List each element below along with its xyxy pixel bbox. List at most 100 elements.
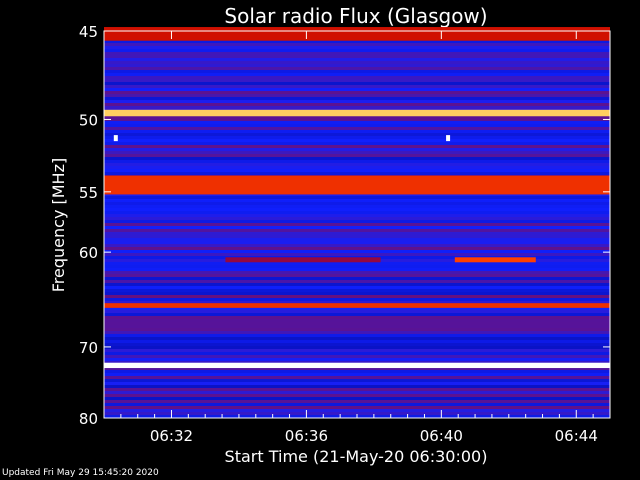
noise-row bbox=[104, 292, 610, 295]
noise-row bbox=[104, 382, 610, 385]
noise-row bbox=[104, 238, 610, 241]
y-tick-label: 80 bbox=[79, 410, 98, 428]
y-axis-label: Frequency [MHz] bbox=[49, 158, 68, 292]
noise-row bbox=[104, 145, 610, 148]
noise-row bbox=[104, 376, 610, 379]
spectral-bands bbox=[104, 27, 610, 418]
noise-row bbox=[104, 214, 610, 217]
noise-row bbox=[104, 97, 610, 100]
noise-row bbox=[104, 361, 610, 364]
noise-row bbox=[104, 94, 610, 97]
noise-row bbox=[104, 157, 610, 160]
noise-row bbox=[104, 49, 610, 52]
y-axis-ticks: 45 50 55 60 70 80 bbox=[79, 23, 610, 428]
noise-row bbox=[104, 88, 610, 91]
chart-title: Solar radio Flux (Glasgow) bbox=[224, 4, 487, 28]
noise-row bbox=[104, 385, 610, 388]
noise-row bbox=[104, 139, 610, 142]
updated-timestamp: Updated Fri May 29 15:45:20 2020 bbox=[2, 468, 159, 478]
noise-row bbox=[104, 202, 610, 205]
plot-area bbox=[103, 27, 611, 419]
noise-row bbox=[104, 409, 610, 412]
noise-row bbox=[104, 271, 610, 274]
x-tick-label: 06:32 bbox=[150, 427, 193, 445]
noise-row bbox=[104, 205, 610, 208]
radio-bursts bbox=[225, 257, 536, 263]
noise-row bbox=[104, 379, 610, 382]
spectral-band bbox=[104, 362, 610, 369]
noise-row bbox=[104, 298, 610, 301]
noise-row bbox=[104, 166, 610, 169]
noise-row bbox=[104, 64, 610, 67]
x-axis-ticks: 06:32 06:36 06:40 06:44 bbox=[103, 31, 611, 445]
noise-row bbox=[104, 313, 610, 316]
noise-row bbox=[104, 103, 610, 106]
noise-row bbox=[104, 91, 610, 94]
noise-row bbox=[104, 388, 610, 391]
noise-row bbox=[104, 250, 610, 253]
noise-row bbox=[104, 154, 610, 157]
noise-row bbox=[104, 55, 610, 58]
radio-spike bbox=[113, 135, 118, 142]
noise-row bbox=[104, 346, 610, 349]
spectral-band bbox=[104, 109, 610, 117]
radio-spike bbox=[446, 135, 451, 142]
y-tick-label: 55 bbox=[79, 184, 98, 202]
noise-row bbox=[104, 337, 610, 340]
noise-row bbox=[104, 325, 610, 328]
noise-row bbox=[104, 151, 610, 154]
noise-row bbox=[104, 76, 610, 79]
noise-row bbox=[104, 220, 610, 223]
noise-row bbox=[104, 67, 610, 70]
noise-row bbox=[104, 70, 610, 73]
noise-row bbox=[104, 115, 610, 118]
noise-row bbox=[104, 232, 610, 235]
noise-row bbox=[104, 316, 610, 319]
noise-row bbox=[104, 394, 610, 397]
noise-row bbox=[104, 79, 610, 82]
noise-row bbox=[104, 286, 610, 289]
noise-row bbox=[104, 274, 610, 277]
noise-row bbox=[104, 349, 610, 352]
noise-row bbox=[104, 355, 610, 358]
noise-row bbox=[104, 403, 610, 406]
noise-row bbox=[104, 196, 610, 199]
radio-burst bbox=[225, 257, 381, 263]
noise-row bbox=[104, 340, 610, 343]
noise-row bbox=[104, 319, 610, 322]
noise-row bbox=[104, 85, 610, 88]
noise-row bbox=[104, 208, 610, 211]
noise-row bbox=[104, 244, 610, 247]
noise-row bbox=[104, 121, 610, 124]
noise-row bbox=[104, 118, 610, 121]
y-tick-label: 50 bbox=[79, 111, 98, 129]
noise-row bbox=[104, 106, 610, 109]
noise-row bbox=[104, 148, 610, 151]
noise-row bbox=[104, 82, 610, 85]
noise-row bbox=[104, 142, 610, 145]
noise-row bbox=[104, 223, 610, 226]
noise-row bbox=[104, 307, 610, 310]
x-tick-label: 06:40 bbox=[420, 427, 463, 445]
noise-row bbox=[104, 358, 610, 361]
noise-row bbox=[104, 331, 610, 334]
y-tick-label: 45 bbox=[79, 23, 98, 41]
x-tick-label: 06:44 bbox=[555, 427, 598, 445]
noise-row bbox=[104, 343, 610, 346]
noise-row bbox=[104, 322, 610, 325]
noise-row bbox=[104, 73, 610, 76]
noise-row bbox=[104, 241, 610, 244]
radio-burst bbox=[454, 257, 536, 263]
noise-row bbox=[104, 58, 610, 61]
noise-row bbox=[104, 412, 610, 415]
radio-spikes bbox=[113, 135, 451, 142]
noise-row bbox=[104, 295, 610, 298]
noise-row bbox=[104, 367, 610, 370]
noise-row bbox=[104, 172, 610, 175]
noise-row bbox=[104, 310, 610, 313]
noise-row bbox=[104, 136, 610, 139]
noise-row bbox=[104, 46, 610, 49]
noise-row bbox=[104, 247, 610, 250]
noise-row bbox=[104, 391, 610, 394]
noise-row bbox=[104, 277, 610, 280]
